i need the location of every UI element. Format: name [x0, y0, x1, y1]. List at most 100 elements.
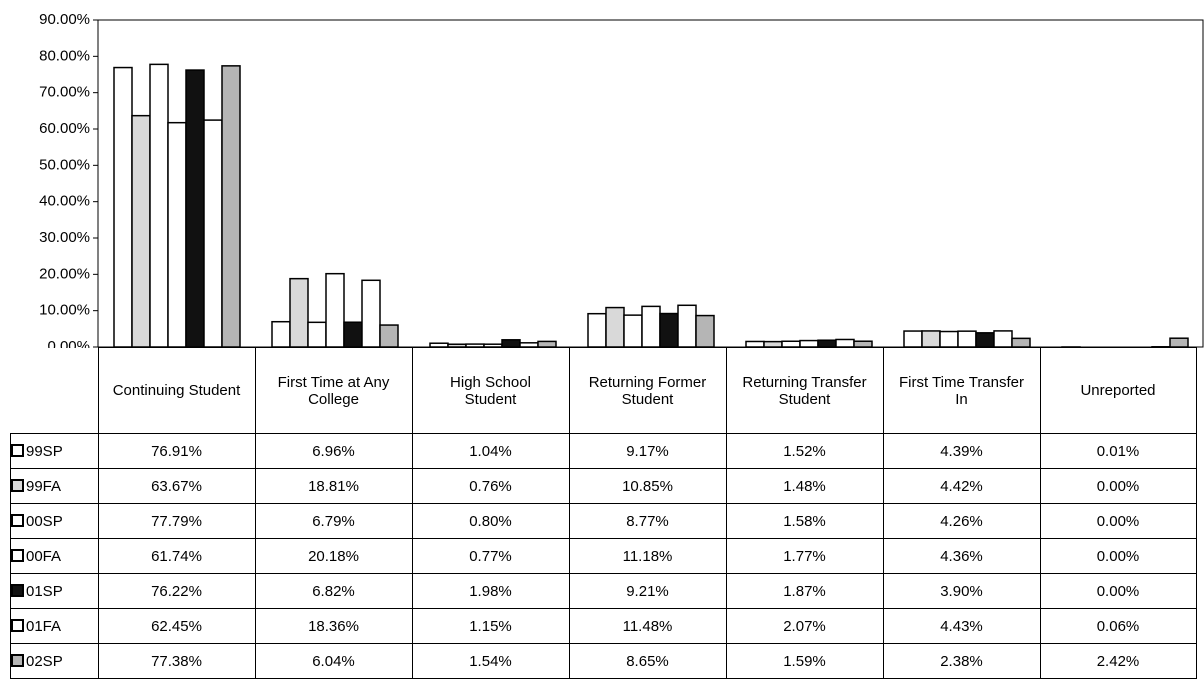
y-tick-label: 60.00%	[39, 120, 90, 137]
value-cell: 1.48%	[726, 469, 883, 504]
bar	[606, 308, 624, 347]
legend-label: 02SP	[26, 653, 63, 670]
value-cell: 63.67%	[98, 469, 255, 504]
y-tick-label: 40.00%	[39, 193, 90, 210]
legend-entry: 01FA	[11, 609, 99, 644]
value-cell: 4.42%	[883, 469, 1040, 504]
legend-label: 99FA	[26, 478, 61, 495]
bar	[976, 333, 994, 347]
bar	[994, 331, 1012, 347]
bar	[818, 340, 836, 347]
legend-entry: 00SP	[11, 504, 99, 539]
legend-entry: 02SP	[11, 644, 99, 679]
value-cell: 1.54%	[412, 644, 569, 679]
value-cell: 1.87%	[726, 574, 883, 609]
bar	[660, 314, 678, 347]
bar	[588, 314, 606, 347]
value-cell: 0.01%	[1040, 434, 1196, 469]
bar	[696, 316, 714, 347]
value-cell: 1.59%	[726, 644, 883, 679]
value-cell: 0.00%	[1040, 469, 1196, 504]
value-cell: 1.04%	[412, 434, 569, 469]
bar	[624, 315, 642, 347]
bar	[186, 70, 204, 347]
category-label: Returning Former Student	[569, 348, 726, 434]
plot-area	[98, 20, 1203, 347]
value-cell: 1.77%	[726, 539, 883, 574]
value-cell: 4.26%	[883, 504, 1040, 539]
category-label: First Time at Any College	[255, 348, 412, 434]
value-cell: 10.85%	[569, 469, 726, 504]
bar	[502, 340, 520, 347]
bar	[326, 274, 344, 347]
value-cell: 8.65%	[569, 644, 726, 679]
value-cell: 4.43%	[883, 609, 1040, 644]
legend-swatch	[11, 549, 24, 562]
chart: 0.00%10.00%20.00%30.00%40.00%50.00%60.00…	[0, 0, 1204, 348]
value-cell: 76.22%	[98, 574, 255, 609]
bar	[272, 322, 290, 347]
legend-label: 00FA	[26, 548, 61, 565]
value-cell: 77.79%	[98, 504, 255, 539]
category-label: Continuing Student	[98, 348, 255, 434]
legend-swatch	[11, 584, 24, 597]
category-label: High School Student	[412, 348, 569, 434]
value-cell: 9.21%	[569, 574, 726, 609]
value-cell: 6.82%	[255, 574, 412, 609]
value-cell: 0.77%	[412, 539, 569, 574]
bar	[904, 331, 922, 347]
legend-swatch	[11, 444, 24, 457]
category-label: First Time Transfer In	[883, 348, 1040, 434]
legend-label: 01SP	[26, 583, 63, 600]
bar	[642, 306, 660, 347]
value-cell: 0.00%	[1040, 574, 1196, 609]
bar	[308, 322, 326, 347]
bar	[922, 331, 940, 347]
value-cell: 0.00%	[1040, 504, 1196, 539]
legend-entry: 99SP	[11, 434, 99, 469]
value-cell: 18.36%	[255, 609, 412, 644]
value-cell: 77.38%	[98, 644, 255, 679]
y-tick-label: 10.00%	[39, 302, 90, 319]
bar	[290, 279, 308, 347]
y-tick-label: 20.00%	[39, 265, 90, 282]
legend-swatch	[11, 514, 24, 527]
bar	[132, 116, 150, 347]
bar	[168, 123, 186, 347]
legend-entry: 99FA	[11, 469, 99, 504]
bar	[958, 331, 976, 347]
y-tick-label: 90.00%	[39, 11, 90, 28]
legend-entry: 00FA	[11, 539, 99, 574]
value-cell: 2.07%	[726, 609, 883, 644]
y-tick-label: 80.00%	[39, 47, 90, 64]
value-cell: 8.77%	[569, 504, 726, 539]
bar	[150, 64, 168, 347]
bar	[204, 120, 222, 347]
legend-entry: 01SP	[11, 574, 99, 609]
bar	[362, 280, 380, 347]
legend-swatch	[11, 619, 24, 632]
value-cell: 3.90%	[883, 574, 1040, 609]
value-cell: 6.79%	[255, 504, 412, 539]
y-tick-label: 70.00%	[39, 84, 90, 101]
corner	[11, 348, 99, 434]
value-cell: 4.36%	[883, 539, 1040, 574]
value-cell: 1.15%	[412, 609, 569, 644]
value-cell: 0.00%	[1040, 539, 1196, 574]
value-cell: 2.38%	[883, 644, 1040, 679]
value-cell: 61.74%	[98, 539, 255, 574]
value-cell: 0.80%	[412, 504, 569, 539]
bar	[940, 332, 958, 347]
value-cell: 76.91%	[98, 434, 255, 469]
value-cell: 62.45%	[98, 609, 255, 644]
value-cell: 18.81%	[255, 469, 412, 504]
legend-label: 00SP	[26, 513, 63, 530]
y-tick-label: 50.00%	[39, 156, 90, 173]
